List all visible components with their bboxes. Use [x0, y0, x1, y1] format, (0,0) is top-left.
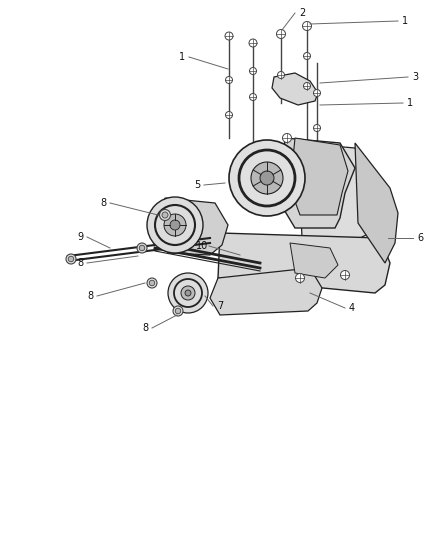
Circle shape: [175, 308, 180, 314]
Circle shape: [295, 273, 304, 282]
Circle shape: [225, 111, 232, 118]
Text: 1: 1: [179, 52, 185, 62]
Text: 3: 3: [411, 72, 417, 82]
Circle shape: [149, 280, 155, 286]
Polygon shape: [297, 143, 374, 238]
Circle shape: [303, 83, 310, 90]
Text: 5: 5: [194, 180, 200, 190]
Text: 8: 8: [100, 198, 106, 208]
Circle shape: [68, 256, 74, 262]
Circle shape: [259, 171, 273, 185]
Circle shape: [276, 29, 285, 38]
Polygon shape: [279, 138, 354, 228]
Text: 6: 6: [416, 233, 422, 243]
Circle shape: [282, 133, 291, 142]
Circle shape: [340, 271, 349, 279]
Circle shape: [277, 71, 284, 78]
Polygon shape: [272, 73, 317, 105]
Circle shape: [66, 254, 76, 264]
Polygon shape: [290, 243, 337, 278]
Text: 10: 10: [195, 241, 208, 251]
Text: 1: 1: [406, 98, 412, 108]
Polygon shape: [209, 268, 321, 315]
Circle shape: [229, 140, 304, 216]
Circle shape: [162, 212, 168, 218]
Circle shape: [137, 243, 147, 253]
Polygon shape: [218, 233, 389, 293]
Circle shape: [159, 209, 170, 221]
Circle shape: [147, 278, 157, 288]
Circle shape: [180, 286, 194, 300]
Circle shape: [225, 32, 233, 40]
Text: 1: 1: [401, 16, 407, 26]
Text: 8: 8: [141, 323, 148, 333]
Circle shape: [147, 197, 202, 253]
Circle shape: [184, 290, 191, 296]
Circle shape: [249, 68, 256, 75]
Text: 7: 7: [216, 301, 223, 311]
Circle shape: [225, 77, 232, 84]
Text: 8: 8: [77, 258, 83, 268]
Circle shape: [249, 93, 256, 101]
Circle shape: [248, 39, 256, 47]
Circle shape: [170, 220, 180, 230]
Text: 2: 2: [298, 8, 304, 18]
Circle shape: [164, 214, 186, 236]
Polygon shape: [354, 143, 397, 263]
Circle shape: [251, 162, 283, 194]
Circle shape: [302, 21, 311, 30]
Circle shape: [173, 306, 183, 316]
Polygon shape: [290, 138, 347, 215]
Text: 9: 9: [77, 232, 83, 242]
Polygon shape: [158, 198, 227, 255]
Circle shape: [313, 90, 320, 96]
Text: 8: 8: [87, 291, 93, 301]
Text: 4: 4: [348, 303, 354, 313]
Circle shape: [303, 52, 310, 60]
Circle shape: [139, 245, 145, 251]
Circle shape: [313, 125, 320, 132]
Circle shape: [168, 273, 208, 313]
